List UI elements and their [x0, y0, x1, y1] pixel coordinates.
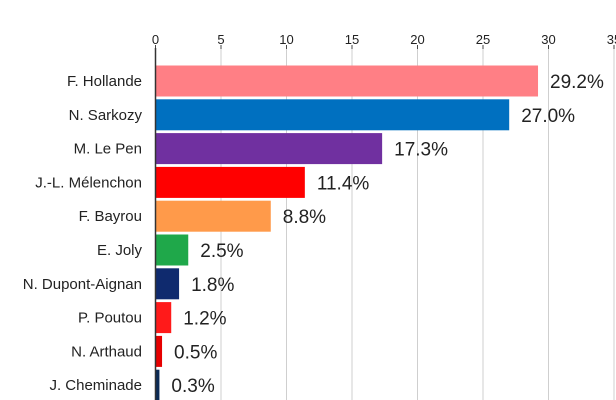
labels: F. Hollande 29.2% N. Sarkozy 27.0% M. Le Pen…: [23, 72, 604, 397]
category-label-9: J. Cheminade: [49, 377, 142, 394]
value-label-2: 17.3%: [394, 140, 448, 161]
value-label-0: 29.2%: [550, 72, 604, 93]
value-label-3: 11.4%: [317, 173, 370, 194]
bars: [155, 65, 539, 400]
bar-1: [155, 99, 510, 131]
bar-4: [155, 200, 271, 232]
tick-label-20: 20: [410, 32, 424, 47]
category-label-7: P. Poutou: [78, 310, 142, 327]
value-label-4: 8.8%: [283, 207, 326, 228]
bar-2: [155, 133, 383, 165]
value-label-8: 0.5%: [174, 342, 217, 363]
category-label-0: F. Hollande: [67, 73, 142, 90]
tick-label-30: 30: [541, 32, 555, 47]
value-label-5: 2.5%: [200, 241, 243, 262]
category-label-4: F. Bayrou: [79, 208, 142, 225]
bar-0: [155, 65, 539, 97]
bar-3: [155, 166, 305, 198]
tick-label-0: 0: [152, 32, 159, 47]
value-label-7: 1.2%: [183, 309, 226, 330]
value-label-1: 27.0%: [521, 106, 575, 127]
category-label-3: J.-L. Mélenchon: [35, 174, 142, 191]
category-label-2: M. Le Pen: [74, 141, 142, 158]
tick-label-5: 5: [217, 32, 224, 47]
tick-label-35: 35: [607, 32, 616, 47]
bar-6: [155, 268, 180, 300]
bar-8: [155, 335, 163, 367]
category-label-6: N. Dupont-Aignan: [23, 276, 142, 293]
category-label-5: E. Joly: [97, 242, 143, 259]
value-label-9: 0.3%: [171, 376, 214, 397]
tick-label-15: 15: [345, 32, 359, 47]
bar-5: [155, 234, 189, 266]
category-label-8: N. Arthaud: [71, 343, 142, 360]
tick-label-25: 25: [476, 32, 490, 47]
x-axis: 0 5 10 15 20 25 30 35: [152, 32, 616, 400]
value-label-6: 1.8%: [191, 275, 234, 296]
bar-7: [155, 302, 172, 334]
bar-9: [155, 369, 160, 400]
category-label-1: N. Sarkozy: [69, 107, 143, 124]
tick-label-10: 10: [279, 32, 293, 47]
